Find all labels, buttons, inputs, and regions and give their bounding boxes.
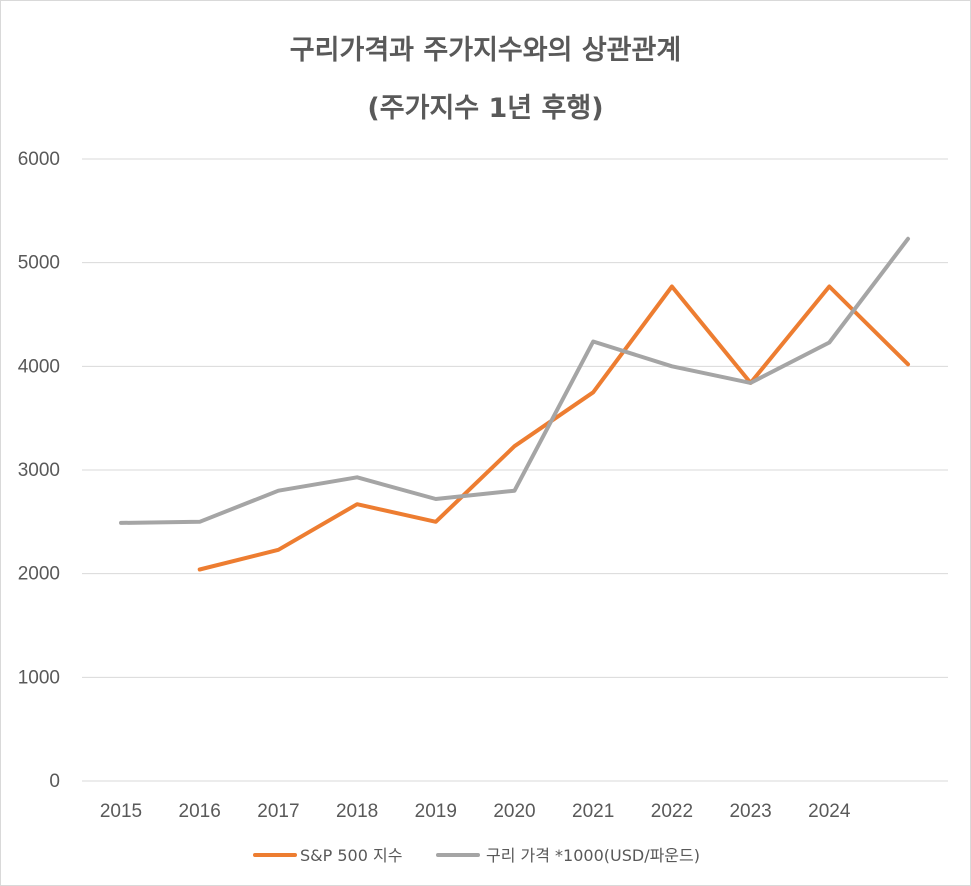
x-tick-label: 2021 <box>572 801 614 822</box>
x-tick-label: 2024 <box>808 801 851 822</box>
y-tick-label: 1000 <box>18 667 60 688</box>
chart-title: 구리가격과 주가지수와의 상관관계 <box>289 35 682 66</box>
y-tick-label: 2000 <box>18 564 60 585</box>
x-tick-label: 2023 <box>729 801 771 822</box>
x-tick-label: 2020 <box>493 801 535 822</box>
x-tick-label: 2022 <box>651 801 693 822</box>
legend-label: S&P 500 지수 <box>300 846 402 865</box>
series-line <box>197 284 910 572</box>
x-tick-label: 2018 <box>336 801 378 822</box>
series-line <box>119 236 910 525</box>
y-tick-label: 4000 <box>18 356 60 377</box>
x-tick-label: 2017 <box>257 801 299 822</box>
x-tick-label: 2019 <box>415 801 457 822</box>
x-tick-label: 2015 <box>100 801 142 822</box>
y-tick-label: 3000 <box>18 460 60 481</box>
y-tick-label: 0 <box>49 771 60 792</box>
x-tick-label: 2016 <box>179 801 221 822</box>
y-tick-label: 5000 <box>18 253 60 274</box>
y-tick-label: 6000 <box>18 149 60 170</box>
legend-label: 구리 가격 *1000(USD/파운드) <box>486 846 700 865</box>
chart-subtitle: (주가지수 1년 후행) <box>367 93 604 124</box>
